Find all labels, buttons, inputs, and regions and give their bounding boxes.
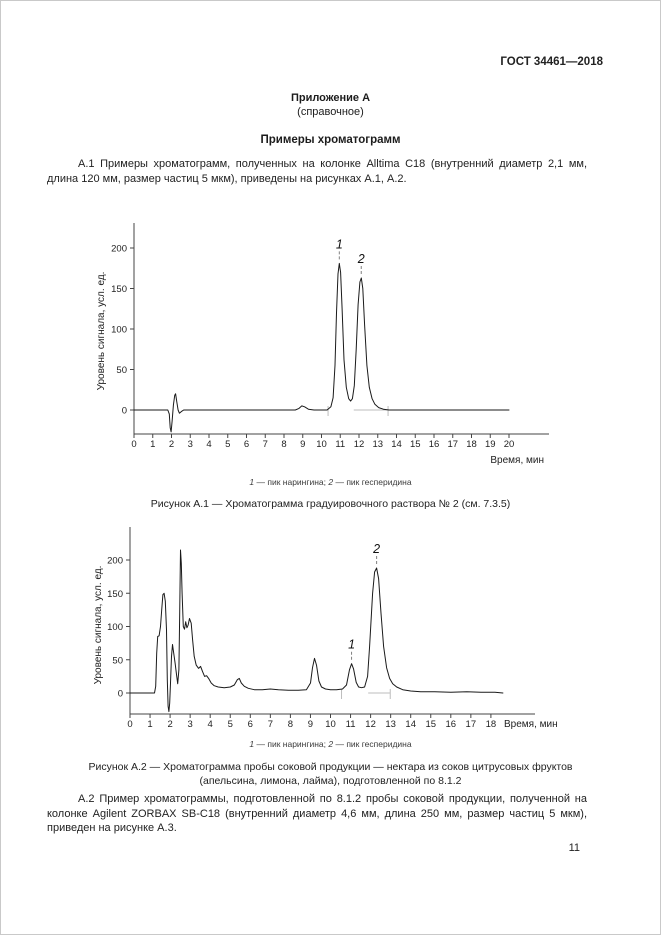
svg-text:2: 2 bbox=[169, 439, 174, 450]
svg-text:1: 1 bbox=[336, 237, 343, 251]
figure2-caption: Рисунок А.2 — Хроматограмма пробы соково… bbox=[1, 760, 660, 788]
svg-text:5: 5 bbox=[225, 439, 230, 450]
svg-text:10: 10 bbox=[316, 439, 327, 450]
legend-peak2-text: — пик гесперидина bbox=[333, 739, 412, 749]
legend-peak1-number: 1 bbox=[249, 477, 255, 487]
svg-text:Уровень сигнала, усл. ед.: Уровень сигнала, усл. ед. bbox=[96, 272, 107, 391]
svg-text:17: 17 bbox=[447, 439, 458, 450]
svg-text:7: 7 bbox=[263, 439, 268, 450]
svg-text:0: 0 bbox=[118, 689, 123, 700]
legend-peak1-text: — пик нарингина; bbox=[254, 477, 329, 487]
svg-text:50: 50 bbox=[116, 365, 127, 376]
svg-text:20: 20 bbox=[504, 439, 515, 450]
svg-text:2: 2 bbox=[167, 719, 172, 730]
svg-text:13: 13 bbox=[385, 719, 396, 730]
svg-text:10: 10 bbox=[325, 719, 336, 730]
svg-text:6: 6 bbox=[248, 719, 253, 730]
svg-text:15: 15 bbox=[410, 439, 421, 450]
svg-text:Уровень сигнала, усл. ед.: Уровень сигнала, усл. ед. bbox=[93, 566, 104, 685]
svg-text:50: 50 bbox=[112, 655, 123, 666]
figure2-caption-line1: Рисунок А.2 — Хроматограмма пробы соково… bbox=[88, 761, 573, 773]
svg-text:14: 14 bbox=[391, 439, 402, 450]
svg-text:200: 200 bbox=[111, 244, 127, 255]
figure2-caption-line2: (апельсина, лимона, лайма), подготовленн… bbox=[199, 775, 462, 787]
svg-text:11: 11 bbox=[346, 719, 356, 730]
legend-peak1-number: 1 bbox=[249, 739, 255, 749]
svg-text:13: 13 bbox=[372, 439, 383, 450]
svg-text:0: 0 bbox=[127, 719, 132, 730]
svg-text:18: 18 bbox=[466, 439, 477, 450]
svg-text:16: 16 bbox=[429, 439, 440, 450]
svg-text:19: 19 bbox=[485, 439, 496, 450]
figure2-legend: 1 — пик нарингина; 2 — пик гесперидина bbox=[1, 739, 660, 749]
svg-text:14: 14 bbox=[405, 719, 416, 730]
document-header: ГОСТ 34461—2018 bbox=[500, 56, 603, 68]
svg-text:6: 6 bbox=[244, 439, 249, 450]
legend-peak2-number: 2 bbox=[328, 477, 334, 487]
svg-text:7: 7 bbox=[268, 719, 273, 730]
svg-text:8: 8 bbox=[288, 719, 293, 730]
legend-peak1-text: — пик нарингина; bbox=[254, 739, 329, 749]
svg-text:17: 17 bbox=[466, 719, 477, 730]
svg-text:200: 200 bbox=[107, 556, 123, 567]
svg-text:5: 5 bbox=[228, 719, 233, 730]
svg-text:8: 8 bbox=[281, 439, 286, 450]
svg-text:18: 18 bbox=[486, 719, 497, 730]
svg-text:0: 0 bbox=[131, 439, 136, 450]
paragraph-a1: А.1 Примеры хроматограмм, полученных на … bbox=[47, 158, 587, 185]
figure1-legend: 1 — пик нарингина; 2 — пик гесперидина bbox=[1, 477, 660, 487]
svg-text:100: 100 bbox=[107, 622, 123, 633]
svg-text:16: 16 bbox=[446, 719, 457, 730]
svg-text:1: 1 bbox=[147, 719, 152, 730]
svg-text:3: 3 bbox=[188, 439, 193, 450]
svg-text:1: 1 bbox=[348, 638, 355, 652]
svg-text:9: 9 bbox=[300, 439, 305, 450]
svg-text:4: 4 bbox=[206, 439, 211, 450]
svg-text:2: 2 bbox=[357, 252, 365, 266]
section-title: Примеры хроматограмм bbox=[260, 134, 401, 146]
svg-text:150: 150 bbox=[107, 589, 123, 600]
legend-peak2-number: 2 bbox=[328, 739, 334, 749]
figure1-caption: Рисунок А.1 — Хроматограмма градуировочн… bbox=[150, 498, 511, 510]
svg-text:15: 15 bbox=[425, 719, 436, 730]
page-number: 11 bbox=[568, 842, 580, 854]
appendix-subtitle: (справочное) bbox=[297, 106, 364, 118]
paragraph-a2: А.2 Пример хроматограммы, подготовленной… bbox=[47, 793, 587, 834]
svg-text:4: 4 bbox=[208, 719, 213, 730]
svg-text:9: 9 bbox=[308, 719, 313, 730]
svg-text:12: 12 bbox=[365, 719, 376, 730]
svg-text:Время, мин: Время, мин bbox=[504, 719, 558, 730]
svg-text:Время, мин: Время, мин bbox=[490, 455, 544, 466]
svg-text:12: 12 bbox=[354, 439, 365, 450]
svg-text:11: 11 bbox=[335, 439, 345, 450]
svg-text:100: 100 bbox=[111, 325, 127, 336]
legend-peak2-text: — пик гесперидина bbox=[333, 477, 412, 487]
svg-text:3: 3 bbox=[188, 719, 193, 730]
svg-text:2: 2 bbox=[372, 542, 380, 556]
svg-text:0: 0 bbox=[122, 406, 127, 417]
svg-text:1: 1 bbox=[150, 439, 155, 450]
svg-text:150: 150 bbox=[111, 284, 127, 295]
appendix-title: Приложение А bbox=[290, 92, 371, 104]
